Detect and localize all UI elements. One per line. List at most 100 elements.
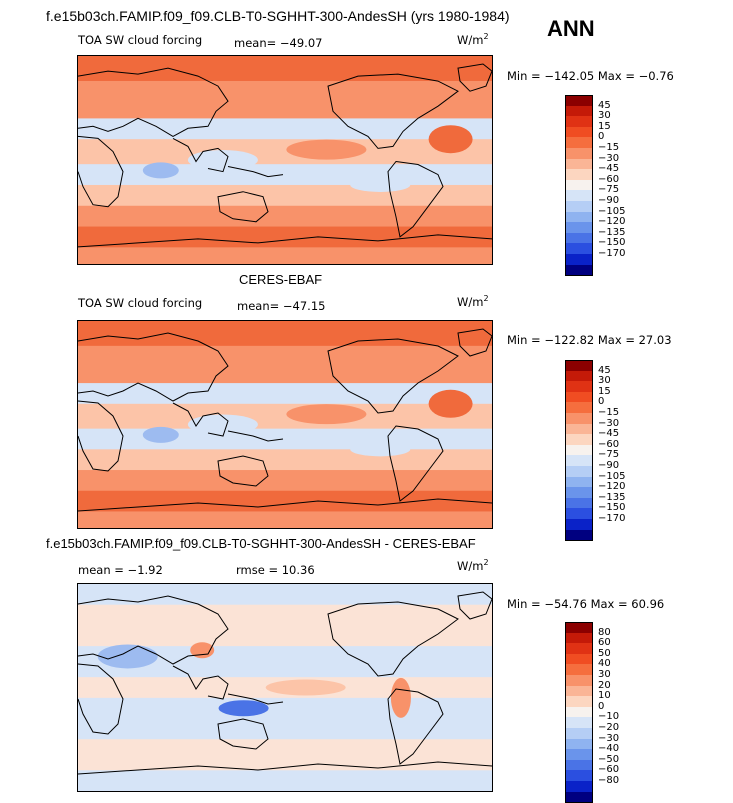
coastline: [457, 328, 492, 357]
map-blob: [187, 150, 258, 170]
colorbar-label: −30: [598, 152, 620, 164]
coastline: [217, 718, 269, 750]
map-band: [78, 428, 492, 450]
map-field: [78, 56, 492, 264]
coastline: [78, 663, 124, 735]
colorbar-swatch: [565, 434, 593, 446]
colorbar-label: −90: [598, 195, 620, 206]
colorbar-swatch: [565, 487, 593, 499]
panel-diff-unit: W/m2: [457, 558, 489, 573]
colorbar-swatch: [565, 360, 593, 372]
colorbar-label: −105: [598, 470, 626, 482]
colorbar-swatch: [565, 126, 593, 138]
colorbar-swatch: [565, 664, 593, 676]
map-svg-diff: [78, 584, 492, 791]
map-band: [78, 604, 492, 647]
colorbar-swatch: [565, 497, 593, 509]
colorbar-swatch: [565, 643, 593, 655]
colorbar-label: 0: [598, 396, 605, 408]
colorbar-label: 30: [598, 110, 611, 122]
colorbar-label: 40: [598, 658, 611, 670]
coastline: [457, 591, 492, 620]
map-blob: [428, 389, 473, 418]
map-blob: [390, 677, 411, 718]
colorbar-label: −15: [598, 407, 620, 418]
colorbar-label: 30: [598, 375, 611, 387]
map-svg-model: [78, 56, 492, 264]
colorbar-label: −135: [598, 491, 626, 503]
colorbar-label: −120: [598, 216, 626, 228]
colorbar-swatch: [565, 476, 593, 488]
colorbar-label: −30: [598, 732, 620, 744]
map-band: [78, 184, 492, 207]
colorbar-swatch: [565, 685, 593, 697]
colorbar-swatch: [565, 466, 593, 478]
map-band: [78, 383, 492, 405]
map-blob: [218, 700, 269, 717]
colorbar-swatch: [565, 653, 593, 665]
coastline: [172, 665, 229, 700]
panel-obs-minmax: Min = −122.82 Max = 27.03: [507, 333, 672, 347]
map-band: [78, 118, 492, 140]
map-band: [78, 56, 492, 82]
season-label: ANN: [547, 16, 595, 41]
map-band: [78, 511, 492, 528]
colorbar-label: 50: [598, 647, 611, 659]
coastline: [327, 601, 459, 677]
coastline: [78, 400, 124, 472]
panel-model-minmax: Min = −142.05 Max = −0.76: [507, 69, 674, 83]
colorbar-swatch: [565, 728, 593, 740]
coastline: [172, 402, 229, 437]
colorbar-label: −30: [598, 417, 620, 429]
coastline: [227, 430, 284, 442]
colorbar-label: −120: [598, 481, 626, 493]
colorbar-label: 0: [598, 700, 605, 712]
colorbar-label: −15: [598, 142, 620, 153]
colorbar-label: −150: [598, 502, 626, 514]
coastline: [78, 498, 492, 512]
colorbar-swatch: [565, 444, 593, 456]
colorbar-swatch: [565, 402, 593, 414]
coastline: [217, 455, 269, 487]
colorbar-swatch: [565, 169, 593, 181]
colorbar-label: 15: [598, 385, 611, 397]
map-svg-obs: [78, 321, 492, 528]
colorbar-label: −75: [598, 449, 620, 461]
colorbar-swatch: [565, 264, 593, 276]
coastlines: [78, 591, 492, 775]
coastline: [327, 338, 459, 414]
colorbar-label: −170: [598, 513, 626, 524]
map-blob: [428, 125, 473, 154]
coastline: [78, 135, 124, 208]
colorbar-swatch: [565, 391, 593, 403]
colorbar-label: 30: [598, 669, 611, 680]
colorbar-swatch: [565, 105, 593, 117]
colorbar-label: −170: [598, 248, 626, 259]
coastline: [327, 73, 459, 149]
colorbar-swatch: [565, 791, 593, 803]
map-band: [78, 470, 492, 492]
colorbar-swatch: [565, 529, 593, 541]
coastlines: [78, 328, 492, 512]
map-blob: [142, 162, 179, 179]
panel-model-unit: W/m2: [457, 32, 489, 47]
colorbar-swatch: [565, 116, 593, 128]
colorbar-swatch: [565, 770, 593, 782]
map-field: [78, 321, 492, 528]
colorbar-swatch: [565, 759, 593, 771]
colorbar-label: 10: [598, 690, 611, 702]
colorbar-label: −90: [598, 460, 620, 471]
colorbar-label: 0: [598, 131, 605, 143]
colorbar-swatch: [565, 137, 593, 149]
coastline: [217, 191, 269, 223]
colorbar-swatch: [565, 95, 593, 107]
colorbar-swatch: [565, 706, 593, 718]
colorbar-swatch: [565, 423, 593, 435]
map-band: [78, 247, 492, 264]
map-field: [78, 584, 492, 791]
colorbar-label: 60: [598, 637, 611, 649]
coastline: [387, 425, 444, 502]
map-band: [78, 205, 492, 228]
colorbar-swatch: [565, 717, 593, 729]
map-band: [78, 226, 492, 248]
